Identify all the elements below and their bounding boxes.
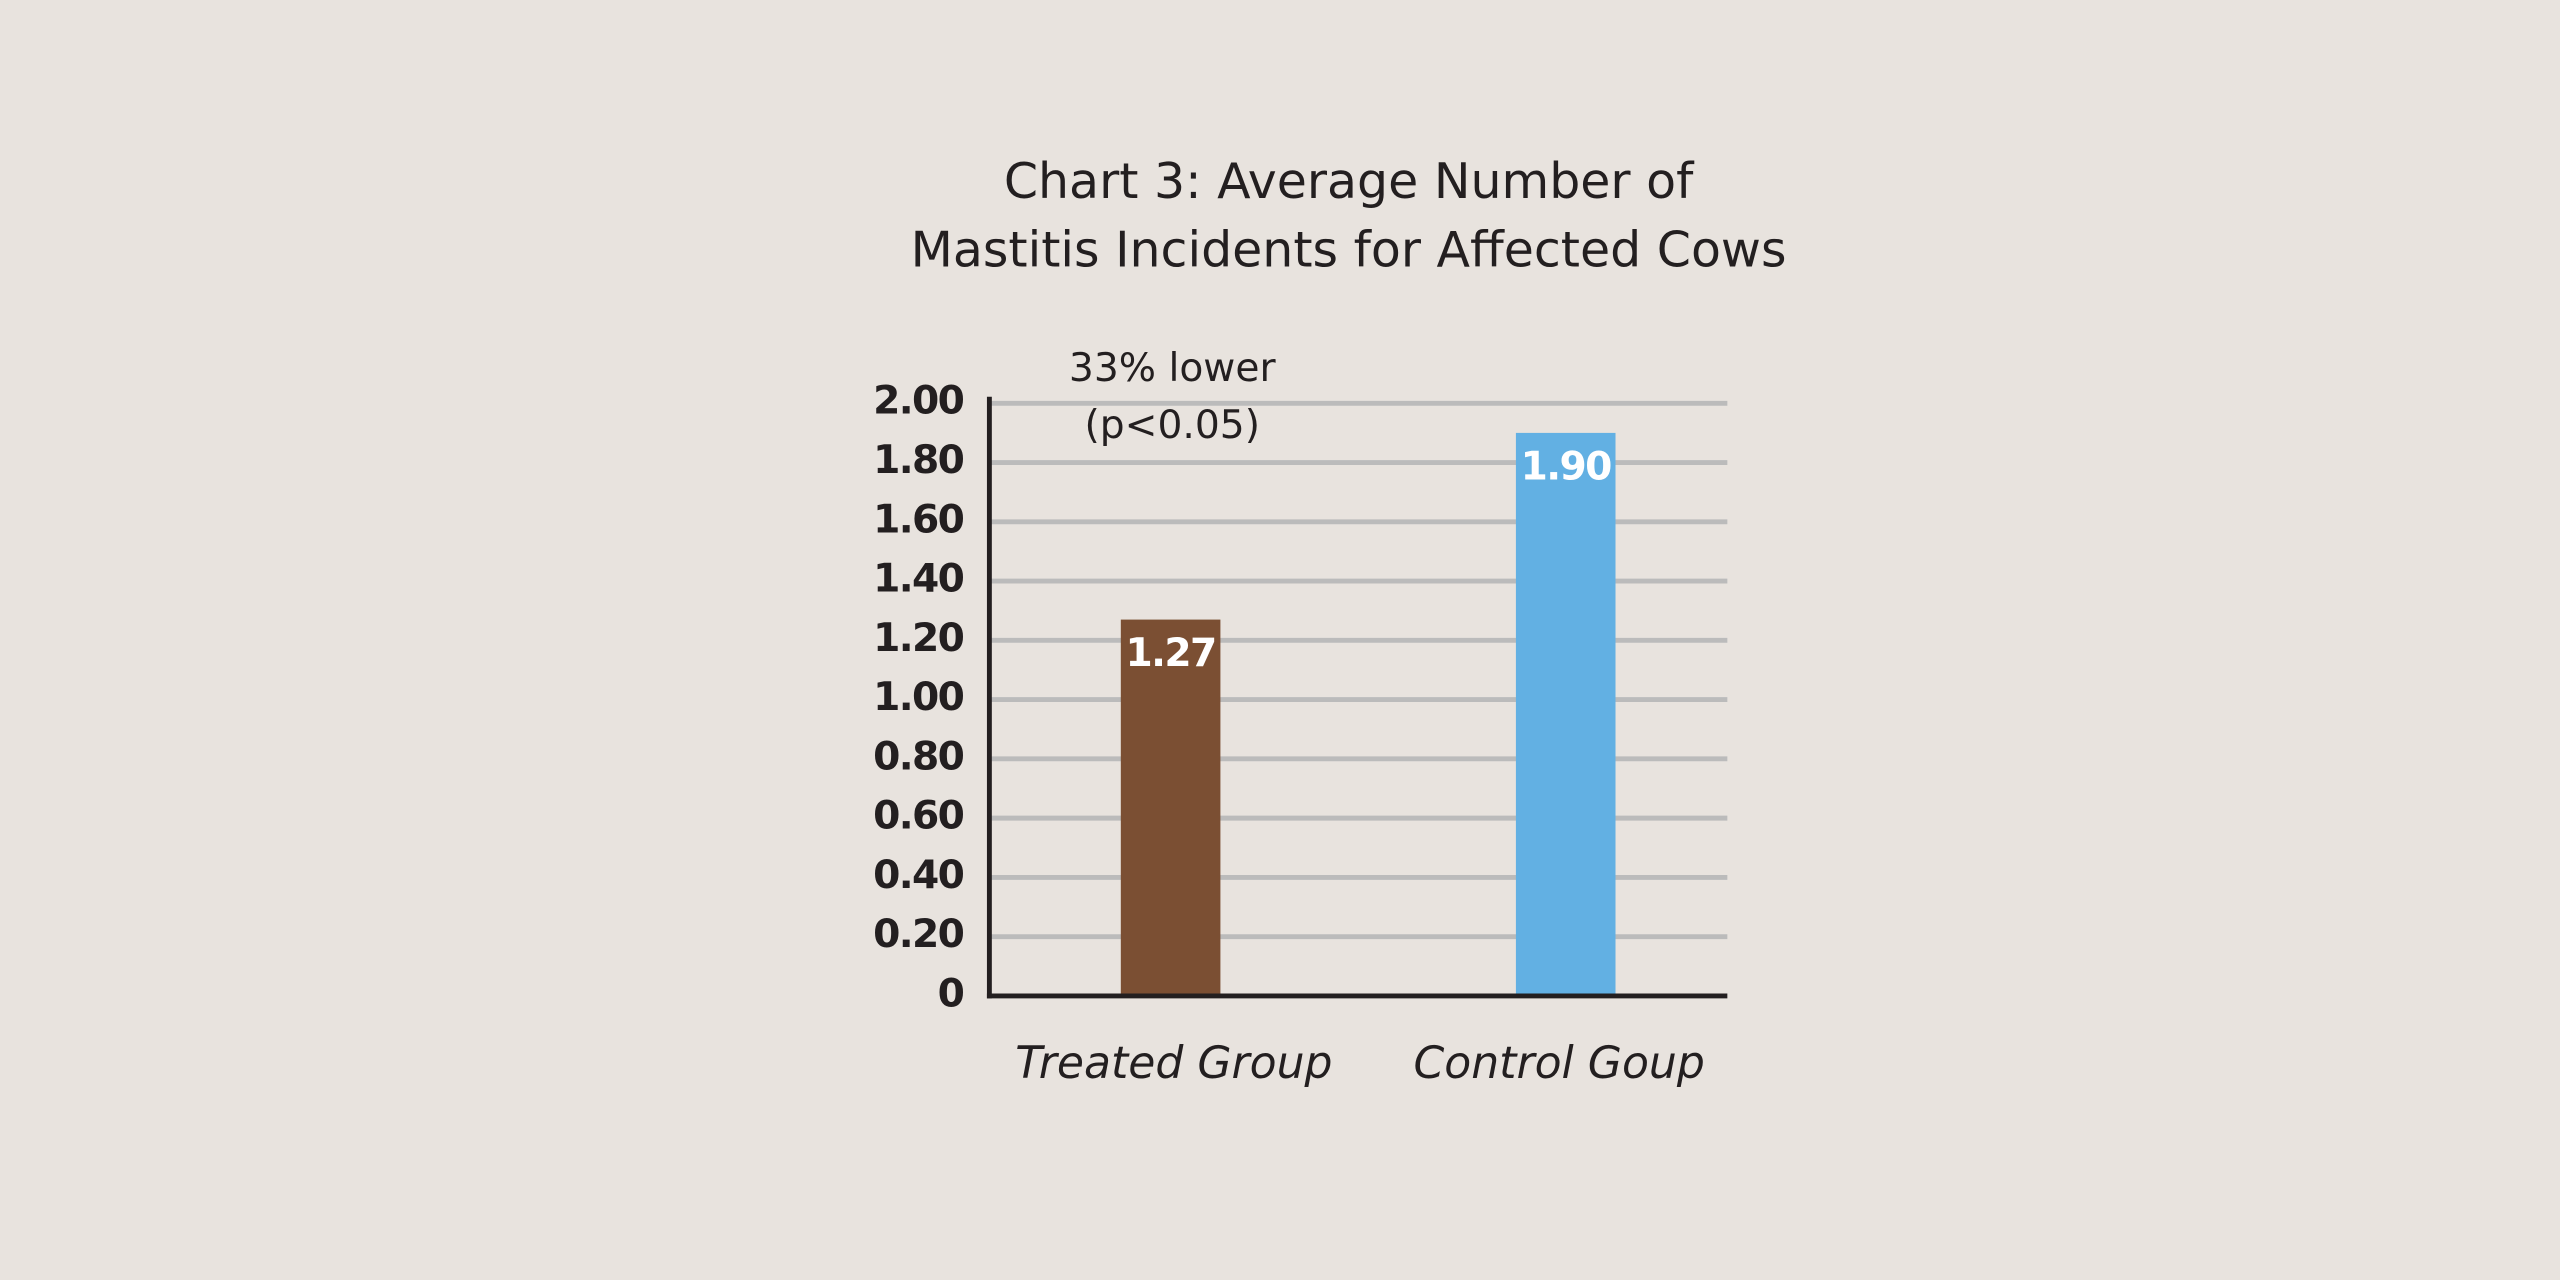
y-tick-label: 1.60: [873, 497, 963, 542]
y-tick-label: 0.60: [873, 794, 963, 839]
bar: [1515, 432, 1616, 996]
y-tick-label: 0: [938, 971, 964, 1016]
annotation: 33% lower: [1069, 346, 1277, 391]
bar: [1120, 619, 1221, 996]
y-tick-label: 1.20: [873, 616, 963, 661]
y-tick-label: 0.40: [873, 853, 963, 898]
y-tick-label: 0.20: [873, 912, 963, 957]
y-tick-label: 1.40: [873, 557, 963, 602]
y-tick-label: 1.80: [873, 438, 963, 483]
x-tick-label: Treated Group: [1015, 1038, 1332, 1089]
value-label: 1.27: [1126, 631, 1216, 676]
annotation: (p<0.05): [1085, 403, 1260, 448]
y-tick-label: 1.00: [873, 675, 963, 720]
chart-title: Chart 3: Average Number of: [1004, 153, 1695, 210]
y-tick-label: 0.80: [873, 734, 963, 779]
value-label: 1.90: [1521, 444, 1611, 489]
chart-title: Mastitis Incidents for Affected Cows: [911, 222, 1787, 279]
x-tick-label: Control Goup: [1414, 1038, 1705, 1089]
y-tick-label: 2.00: [873, 379, 963, 424]
